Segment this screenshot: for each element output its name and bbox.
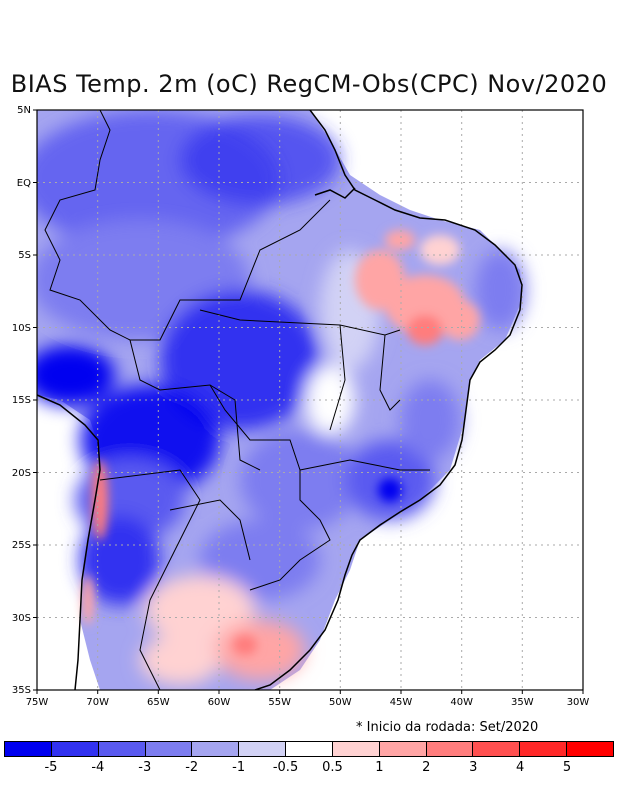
legend-swatch — [239, 742, 287, 756]
axis-ticks — [33, 109, 584, 694]
lon-label: 50W — [329, 697, 352, 708]
lon-labels: 75W 70W 65W 60W 55W 50W 45W 40W 35W 30W — [26, 697, 590, 708]
legend-swatch — [567, 742, 613, 756]
grid-lines — [37, 110, 583, 690]
lon-label: 45W — [390, 697, 413, 708]
legend-swatch — [426, 742, 474, 756]
legend-label: 2 — [422, 760, 431, 775]
legend-label: -4 — [91, 760, 105, 775]
lon-label: 65W — [147, 697, 170, 708]
legend-label: -2 — [185, 760, 199, 775]
legend-label: 4 — [516, 760, 525, 775]
legend-swatch — [5, 742, 52, 756]
lat-label: 5S — [18, 250, 31, 261]
lat-label: 35S — [12, 685, 31, 696]
legend-swatch — [473, 742, 521, 756]
lon-label: 35W — [511, 697, 534, 708]
legend-swatch — [286, 742, 333, 756]
lon-label: 60W — [208, 697, 231, 708]
lat-label: 10S — [12, 323, 31, 334]
legend-label: -0.5 — [272, 760, 299, 775]
legend-label: -3 — [138, 760, 152, 775]
lon-label: 75W — [26, 697, 49, 708]
legend-swatch — [520, 742, 568, 756]
legend-swatch — [98, 742, 146, 756]
legend-label: -5 — [44, 760, 58, 775]
lat-label: 20S — [12, 468, 31, 479]
color-legend — [4, 741, 614, 757]
lat-label: 5N — [17, 105, 31, 116]
legend-label: 5 — [562, 760, 572, 775]
legend-label: 0.5 — [322, 760, 343, 775]
country-borders — [44, 110, 430, 690]
lat-label: EQ — [17, 178, 31, 189]
legend-label: -1 — [232, 760, 246, 775]
legend-swatch — [145, 742, 193, 756]
lon-label: 70W — [86, 697, 109, 708]
lat-labels: 5N EQ 5S 10S 15S 20S 25S 30S 35S — [12, 105, 31, 696]
run-note: * Inicio da rodada: Set/2020 — [356, 720, 539, 735]
legend-swatch — [192, 742, 240, 756]
coastline — [37, 110, 523, 690]
legend-label: 3 — [469, 760, 478, 775]
legend-swatch — [379, 742, 427, 756]
lat-label: 30S — [12, 613, 31, 624]
legend-swatch — [51, 742, 99, 756]
lon-label: 55W — [268, 697, 291, 708]
color-legend-labels: -5 -4 -3 -2 -1 -0.5 0.5 1 2 3 4 5 — [0, 760, 618, 780]
lon-label: 40W — [450, 697, 473, 708]
lon-label: 30W — [567, 697, 590, 708]
legend-swatch — [332, 742, 380, 756]
legend-label: 1 — [375, 760, 384, 775]
lat-label: 15S — [12, 395, 31, 406]
lat-label: 25S — [12, 540, 31, 551]
map-title: BIAS Temp. 2m (oC) RegCM-Obs(CPC) Nov/20… — [10, 70, 608, 98]
